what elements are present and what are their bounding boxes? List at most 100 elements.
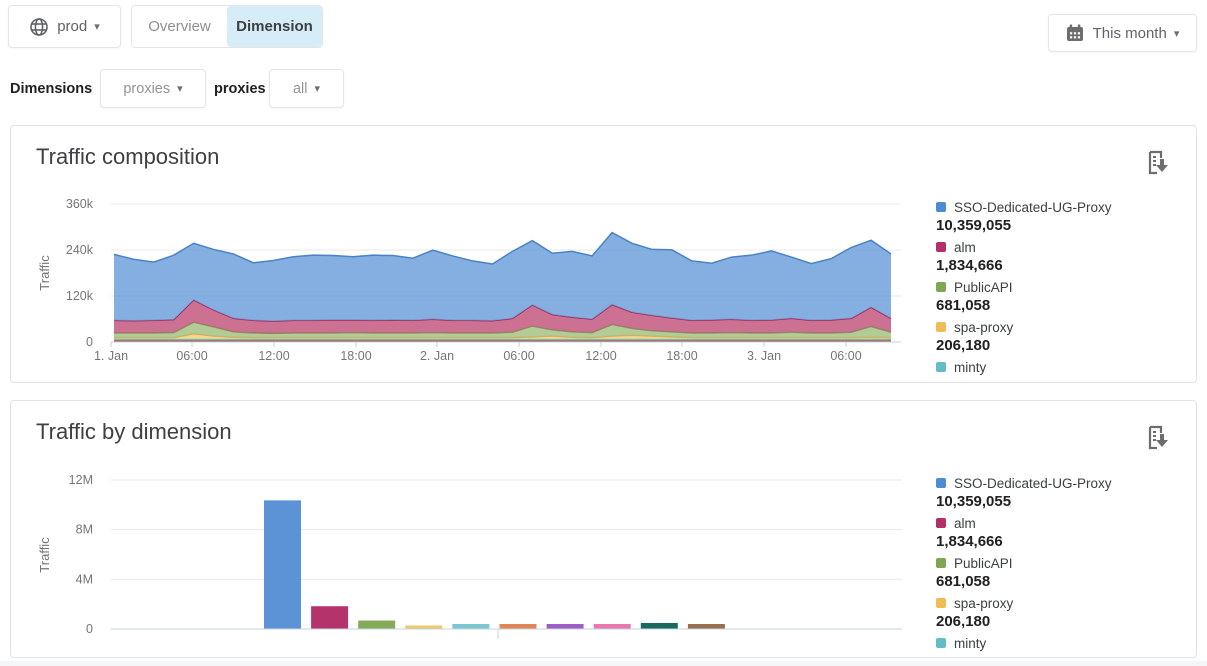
legend-swatch [936, 202, 946, 212]
download-report-icon[interactable] [1146, 425, 1170, 451]
y-tick-label: 4M [76, 572, 93, 586]
card-title: Traffic composition [36, 144, 220, 169]
bar-spa-proxy[interactable] [405, 625, 443, 630]
dimension-name-label: proxies [214, 81, 266, 97]
legend-series-name: minty [954, 359, 987, 375]
legend-series-value: 10,359,055 [936, 217, 1012, 234]
legend-series-value: 1,834,666 [936, 257, 1003, 274]
bar-series-10[interactable] [687, 624, 725, 629]
x-tick-label: 18:00 [666, 349, 697, 363]
date-range-selector[interactable]: This month ▾ [1048, 14, 1197, 52]
traffic-composition-card: Traffic composition 0 120k 240k 360k Traffic… [10, 125, 1197, 383]
legend-swatch [936, 598, 946, 608]
y-tick-label: 120k [66, 289, 94, 303]
bar-series-6[interactable] [499, 624, 537, 629]
dimension-filter-dropdown[interactable]: all ▾ [269, 69, 344, 108]
legend-series-name: alm [954, 515, 976, 531]
download-report-icon[interactable] [1146, 150, 1170, 176]
area-series-edge [113, 231, 892, 265]
x-tick-label: 2. Jan [420, 349, 454, 363]
filter-select-value: all [292, 80, 308, 97]
legend-series-value: 681,058 [936, 297, 991, 314]
legend-series-value: 206,180 [936, 613, 991, 630]
legend-swatch [936, 638, 946, 648]
legend: SSO-Dedicated-UG-Proxy 10,359,055 alm 1,834… [936, 473, 1196, 653]
legend-series-name: SSO-Dedicated-UG-Proxy [954, 475, 1112, 491]
area-series-SSO-Dedicated-UG-Proxy[interactable] [114, 232, 891, 322]
caret-down-icon: ▾ [94, 21, 100, 33]
traffic-by-dimension-chart: 0 4M 8M 12M Traffic [37, 473, 902, 639]
view-tabs: Overview Dimension [131, 5, 323, 48]
x-tick-label: 1. Jan [94, 349, 128, 363]
bar-SSO-Dedicated-UG-Proxy[interactable] [264, 500, 301, 629]
calendar-icon [1066, 24, 1084, 42]
legend-series-name: minty [954, 635, 987, 651]
legend-swatch [936, 242, 946, 252]
legend-item[interactable]: SSO-Dedicated-UG-Proxy 10,359,055 [936, 473, 1196, 513]
legend-item[interactable]: alm 1,834,666 [936, 237, 1196, 277]
globe-icon [29, 17, 49, 37]
page-divider [0, 661, 1207, 666]
x-tick-label: 12:00 [258, 349, 289, 363]
caret-down-icon: ▾ [314, 83, 321, 95]
bar-series-9[interactable] [640, 623, 678, 629]
legend-swatch [936, 518, 946, 528]
y-tick-label: 360k [66, 197, 94, 211]
legend-item[interactable]: minty [936, 357, 1196, 377]
legend-item[interactable]: spa-proxy 206,180 [936, 593, 1196, 633]
date-range-value: This month [1092, 24, 1167, 42]
legend-swatch [936, 362, 946, 372]
legend-item[interactable]: PublicAPI 681,058 [936, 553, 1196, 593]
dimension-select-dropdown[interactable]: proxies ▾ [100, 69, 206, 108]
legend-series-value: 1,834,666 [936, 533, 1003, 550]
area-series-PublicAPI[interactable] [114, 322, 891, 338]
x-tick-label: 06:00 [176, 349, 207, 363]
legend-item[interactable]: SSO-Dedicated-UG-Proxy 10,359,055 [936, 197, 1196, 237]
legend-item[interactable]: PublicAPI 681,058 [936, 277, 1196, 317]
legend-swatch [936, 478, 946, 488]
legend-series-name: PublicAPI [954, 279, 1013, 295]
legend-series-name: SSO-Dedicated-UG-Proxy [954, 199, 1112, 215]
legend-series-value: 206,180 [936, 337, 991, 354]
legend: SSO-Dedicated-UG-Proxy 10,359,055 alm 1,834… [936, 197, 1196, 377]
y-tick-label: 240k [66, 243, 94, 257]
tab-dimension[interactable]: Dimension [227, 6, 322, 47]
y-tick-label: 0 [86, 335, 93, 349]
bar-series-8[interactable] [593, 624, 631, 629]
environment-value: prod [57, 18, 88, 35]
legend-series-name: alm [954, 239, 976, 255]
x-tick-label: 18:00 [340, 349, 371, 363]
legend-swatch [936, 282, 946, 292]
tab-overview[interactable]: Overview [132, 6, 227, 47]
bar-series-7[interactable] [546, 624, 584, 629]
environment-selector[interactable]: prod ▾ [8, 5, 121, 48]
x-tick-label: 12:00 [585, 349, 616, 363]
traffic-by-dimension-card: Traffic by dimension 0 4M 8M 12M Traffic SSO… [10, 400, 1197, 658]
area-series-alm[interactable] [114, 300, 891, 334]
x-tick-label: 06:00 [503, 349, 534, 363]
legend-series-value: 10,359,055 [936, 493, 1012, 510]
y-tick-label: 12M [69, 473, 93, 487]
legend-series-name: spa-proxy [954, 595, 1014, 611]
dimensions-section-label: Dimensions [10, 81, 93, 97]
legend-item[interactable]: spa-proxy 206,180 [936, 317, 1196, 357]
caret-down-icon: ▾ [177, 83, 183, 95]
bar-alm[interactable] [311, 606, 349, 629]
traffic-composition-chart: 0 120k 240k 360k Traffic 1. Jan 06:00 12:00 18:0… [37, 197, 901, 363]
legend-swatch [936, 558, 946, 568]
legend-series-name: spa-proxy [954, 319, 1014, 335]
x-tick-label: 06:00 [830, 349, 861, 363]
y-axis-title: Traffic [37, 537, 52, 573]
y-tick-label: 8M [76, 523, 93, 537]
bar-minty[interactable] [452, 624, 490, 629]
legend-series-value: 681,058 [936, 573, 991, 590]
legend-swatch [936, 322, 946, 332]
y-tick-label: 0 [86, 622, 93, 636]
y-axis-title: Traffic [37, 255, 52, 291]
legend-item[interactable]: minty [936, 633, 1196, 653]
dimension-select-value: proxies [123, 80, 171, 97]
card-title: Traffic by dimension [36, 419, 232, 444]
bar-PublicAPI[interactable] [358, 620, 396, 629]
legend-item[interactable]: alm 1,834,666 [936, 513, 1196, 553]
x-tick-label: 3. Jan [747, 349, 781, 363]
